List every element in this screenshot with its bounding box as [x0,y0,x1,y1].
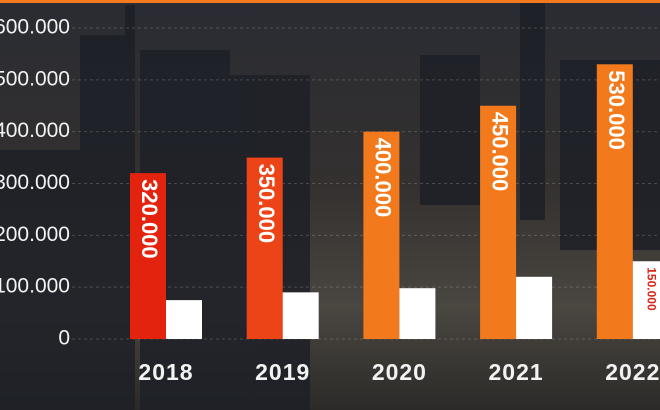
x-tick-label: 2018 [138,359,193,385]
bar [399,288,436,339]
value-label: 320.000 [137,179,162,259]
bar [166,300,202,339]
bar [632,261,660,339]
y-tick-label: 500.000 [0,67,70,90]
y-tick-label: 200.000 [0,223,70,246]
value-label: 150.000 [645,267,659,311]
value-label: 350.000 [254,164,279,244]
value-label: 450.000 [487,112,512,192]
top-accent [0,0,660,3]
y-tick-label: 600.000 [0,16,70,39]
bar [246,157,283,339]
bar [516,276,553,339]
y-tick-label: 300.000 [0,171,70,194]
y-tick-label: 0 [58,327,70,350]
y-tick-label: 100.000 [0,275,70,298]
value-label: 530.000 [604,70,629,150]
bar [130,173,166,339]
x-tick-label: 2022 [605,359,660,385]
bar [363,131,400,339]
bar [480,105,517,339]
bar [282,292,319,339]
y-tick-label: 400.000 [0,119,70,142]
x-tick-label: 2019 [255,359,310,385]
x-tick-label: 2021 [489,359,544,385]
x-tick-label: 2020 [372,359,427,385]
value-label: 400.000 [371,138,396,218]
bar [596,64,633,340]
